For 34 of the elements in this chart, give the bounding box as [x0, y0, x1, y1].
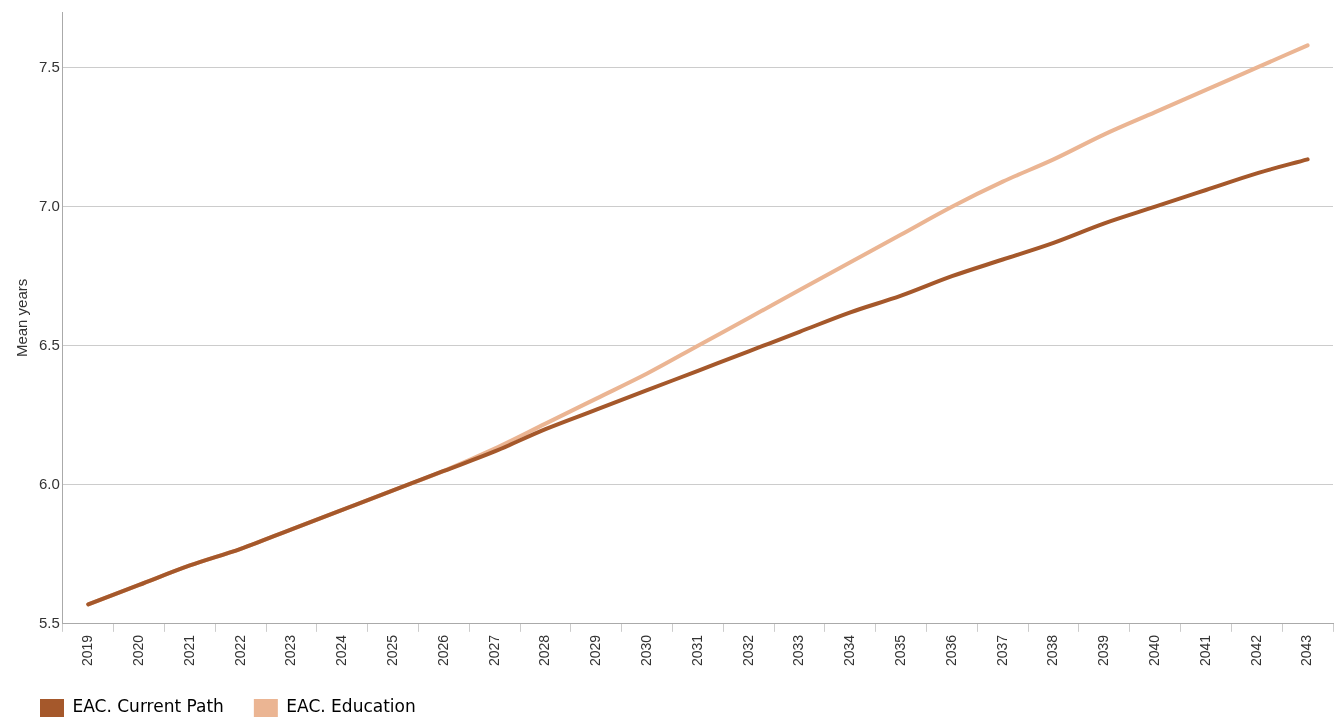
y-tick-label: 6.0	[38, 474, 60, 492]
x-tick-label: 2042	[1247, 634, 1264, 667]
x-tick-label: 2037	[993, 634, 1010, 667]
y-tick-label: 6.5	[38, 335, 60, 353]
x-tick-label: 2022	[231, 634, 248, 667]
legend-label: EAC. Current Path	[72, 696, 224, 717]
x-tick-label: 2026	[434, 634, 451, 667]
x-tick-label: 2028	[536, 634, 553, 667]
x-tick-label: 2034	[841, 634, 858, 667]
x-tick-label: 2040	[1146, 634, 1163, 667]
legend-label: EAC. Education	[286, 696, 416, 717]
x-tick-label: 2025	[383, 634, 400, 667]
x-tick-label: 2029	[587, 634, 604, 667]
x-tick-label: 2041	[1196, 634, 1213, 667]
x-tick-label: 2031	[688, 634, 705, 667]
x-tick-label: 2021	[180, 634, 197, 667]
y-tick-label: 7.5	[38, 57, 60, 75]
x-tick-label: 2035	[892, 634, 909, 667]
line-series	[86, 157, 1310, 607]
x-tick-label: 2038	[1044, 634, 1061, 667]
y-tick-label: 7.0	[38, 196, 60, 214]
x-tick-label: 2043	[1298, 634, 1315, 667]
x-tick-label: 2036	[942, 634, 959, 667]
x-tick-label: 2019	[79, 634, 96, 667]
y-tick-label: 5.5	[38, 614, 60, 631]
x-tick-label: 2032	[739, 634, 756, 667]
x-tick-label: 2039	[1095, 634, 1112, 667]
x-tick-label: 2024	[333, 634, 350, 667]
x-tick-label: 2027	[485, 634, 502, 667]
x-tick-label: 2030	[637, 634, 654, 667]
x-tick-label: 2020	[129, 634, 146, 667]
y-axis-title: Mean years	[13, 278, 31, 358]
x-tick-label: 2023	[282, 634, 299, 667]
x-tick-label: 2033	[790, 634, 807, 667]
